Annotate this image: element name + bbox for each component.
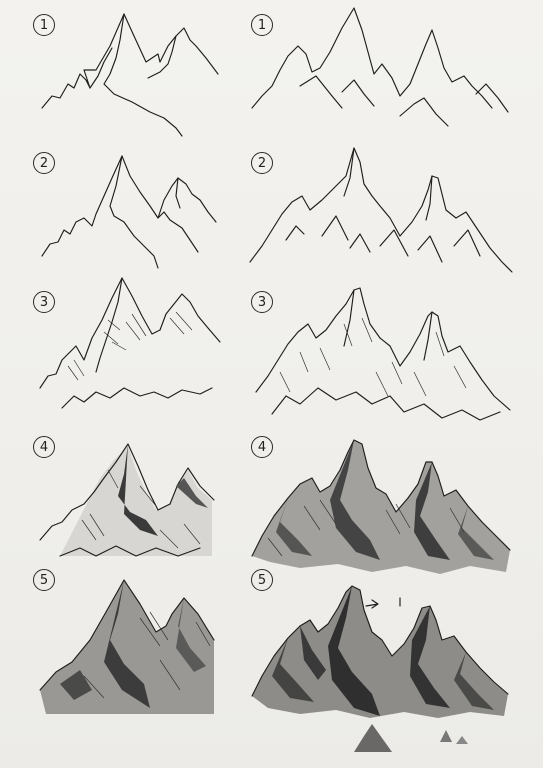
step-number-badge: 2: [33, 152, 55, 174]
step-number-badge: 4: [251, 436, 273, 458]
step-number-badge: 4: [33, 436, 55, 458]
step-number-badge: 3: [33, 291, 55, 313]
step-number-badge: 5: [251, 569, 273, 591]
step-number-badge: 1: [33, 14, 55, 36]
step-number-badge: 1: [251, 14, 273, 36]
step-number-badge: 2: [251, 152, 273, 174]
step-number-badge: 5: [33, 569, 55, 591]
step-number-badge: 3: [251, 291, 273, 313]
